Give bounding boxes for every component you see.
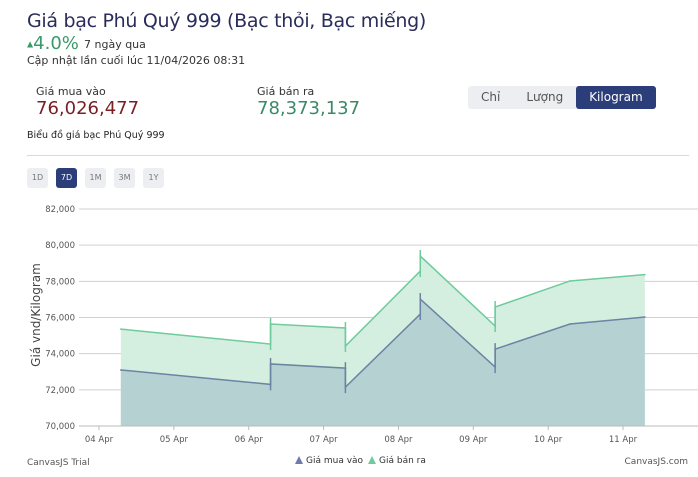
range-selector: 1D 7D 1M 3M 1Y (27, 168, 164, 188)
buy-area (120, 299, 645, 426)
x-tick-label: 05 Apr (160, 435, 189, 445)
y-tick-label: 70,000 (45, 422, 75, 432)
x-tick-label: 04 Apr (85, 435, 114, 445)
range-3m-button[interactable]: 3M (114, 168, 135, 188)
buy-price-label: Giá mua vào (36, 85, 106, 98)
canvasjs-link[interactable]: CanvasJS.com (625, 457, 688, 467)
x-tick-label: 10 Apr (534, 435, 563, 445)
price-change: ▲4.0% (27, 33, 79, 54)
change-percent: 4.0% (33, 33, 79, 54)
canvasjs-trial-watermark: CanvasJS Trial (27, 458, 90, 468)
y-tick-label: 80,000 (45, 241, 75, 251)
buy-data-point[interactable] (120, 369, 122, 371)
y-tick-label: 72,000 (45, 386, 75, 396)
chart-heading: Biểu đồ giá bạc Phú Quý 999 (27, 130, 165, 141)
x-tick-label: 07 Apr (309, 435, 338, 445)
legend-buy-icon (295, 456, 303, 464)
y-tick-label: 78,000 (45, 277, 75, 287)
range-1y-button[interactable]: 1Y (143, 168, 164, 188)
sell-data-point[interactable] (569, 280, 571, 282)
y-tick-label: 74,000 (45, 350, 75, 360)
unit-chi-button[interactable]: Chỉ (481, 90, 501, 104)
sell-price-value: 78,373,137 (257, 98, 361, 119)
sell-price-label: Giá bán ra (257, 85, 315, 98)
buy-data-point[interactable] (644, 316, 646, 318)
x-tick-label: 11 Apr (609, 435, 638, 445)
legend-sell-label[interactable]: Giá bán ra (379, 456, 426, 466)
sell-data-point[interactable] (644, 273, 646, 276)
buy-data-point[interactable] (569, 323, 571, 325)
page-title: Giá bạc Phú Quý 999 (Bạc thỏi, Bạc miếng… (27, 10, 426, 32)
price-chart[interactable]: 70,000 72,000 74,000 76,000 78,000 80,000 82,0… (0, 190, 698, 477)
range-1m-button[interactable]: 1M (85, 168, 106, 188)
y-tick-label: 82,000 (45, 205, 75, 215)
unit-selector: Chỉ Lượng Kilogram (468, 86, 656, 109)
legend: Giá mua vào Giá bán ra (295, 456, 426, 466)
y-axis-title: Giá vnd/Kilogram (29, 263, 43, 367)
legend-sell-icon (368, 456, 376, 464)
last-updated: Cập nhật lần cuối lúc 11/04/2026 08:31 (27, 54, 246, 67)
x-tick-label: 09 Apr (459, 435, 488, 445)
x-tick-label: 08 Apr (384, 435, 413, 445)
y-tick-label: 76,000 (45, 314, 75, 324)
legend-buy-label[interactable]: Giá mua vào (306, 456, 364, 466)
divider (27, 155, 689, 156)
sell-data-point[interactable] (120, 328, 122, 330)
unit-luong-button[interactable]: Lượng (526, 90, 564, 104)
x-tick-label: 06 Apr (235, 435, 264, 445)
range-7d-button[interactable]: 7D (56, 168, 77, 188)
change-period: 7 ngày qua (84, 38, 146, 51)
unit-kilogram-button[interactable]: Kilogram (576, 86, 656, 109)
range-1d-button[interactable]: 1D (27, 168, 48, 188)
buy-price-value: 76,026,477 (36, 98, 140, 119)
trend-up-icon: ▲ (27, 39, 34, 49)
